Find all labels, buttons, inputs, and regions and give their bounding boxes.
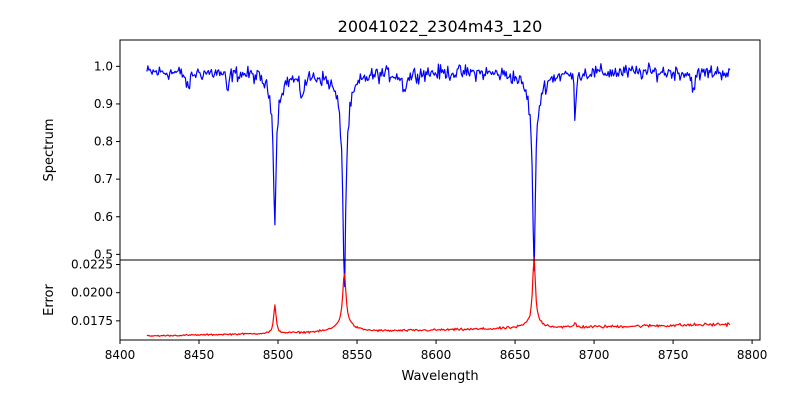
error-series-line bbox=[146, 256, 731, 337]
chart-title: 20041022_2304m43_120 bbox=[338, 17, 543, 37]
spectrum-y-tick-label: 0.9 bbox=[94, 97, 113, 111]
spectrum-series-line bbox=[146, 62, 731, 288]
error-y-axis-label: Error bbox=[42, 284, 57, 316]
x-tick-label: 8750 bbox=[658, 348, 689, 362]
error-y-tick-label: 0.0175 bbox=[71, 314, 113, 328]
spectrum-y-tick-label: 0.7 bbox=[94, 172, 113, 186]
x-axis-ticks: 8400 8450 8500 8550 8600 8650 8700 8750 8800 bbox=[105, 340, 768, 362]
x-tick-label: 8600 bbox=[421, 348, 452, 362]
error-panel: 0.0175 0.0200 0.0225 Error bbox=[42, 256, 761, 341]
error-y-tick-label: 0.0200 bbox=[71, 286, 113, 300]
x-tick-label: 8400 bbox=[105, 348, 136, 362]
spectrum-y-tick-label: 0.8 bbox=[94, 135, 113, 149]
spectrum-panel: 0.5 0.6 0.7 0.8 0.9 1.0 Spectrum bbox=[42, 39, 761, 288]
spectrum-y-tick-label: 0.5 bbox=[94, 247, 113, 261]
x-tick-label: 8450 bbox=[184, 348, 215, 362]
spectrum-y-ticks: 0.5 0.6 0.7 0.8 0.9 1.0 bbox=[94, 59, 120, 261]
spectrum-y-tick-label: 0.6 bbox=[94, 210, 113, 224]
error-y-tick-label: 0.0225 bbox=[71, 258, 113, 272]
spectrum-y-tick-label: 1.0 bbox=[94, 59, 113, 73]
x-axis-label: Wavelength bbox=[401, 369, 478, 384]
x-tick-label: 8650 bbox=[500, 348, 531, 362]
error-y-ticks: 0.0175 0.0200 0.0225 bbox=[71, 258, 120, 328]
x-tick-label: 8800 bbox=[737, 348, 768, 362]
x-tick-label: 8550 bbox=[342, 348, 373, 362]
error-axes-frame bbox=[119, 259, 761, 341]
x-tick-label: 8700 bbox=[579, 348, 610, 362]
spectrum-y-axis-label: Spectrum bbox=[42, 119, 57, 182]
x-tick-label: 8500 bbox=[263, 348, 294, 362]
